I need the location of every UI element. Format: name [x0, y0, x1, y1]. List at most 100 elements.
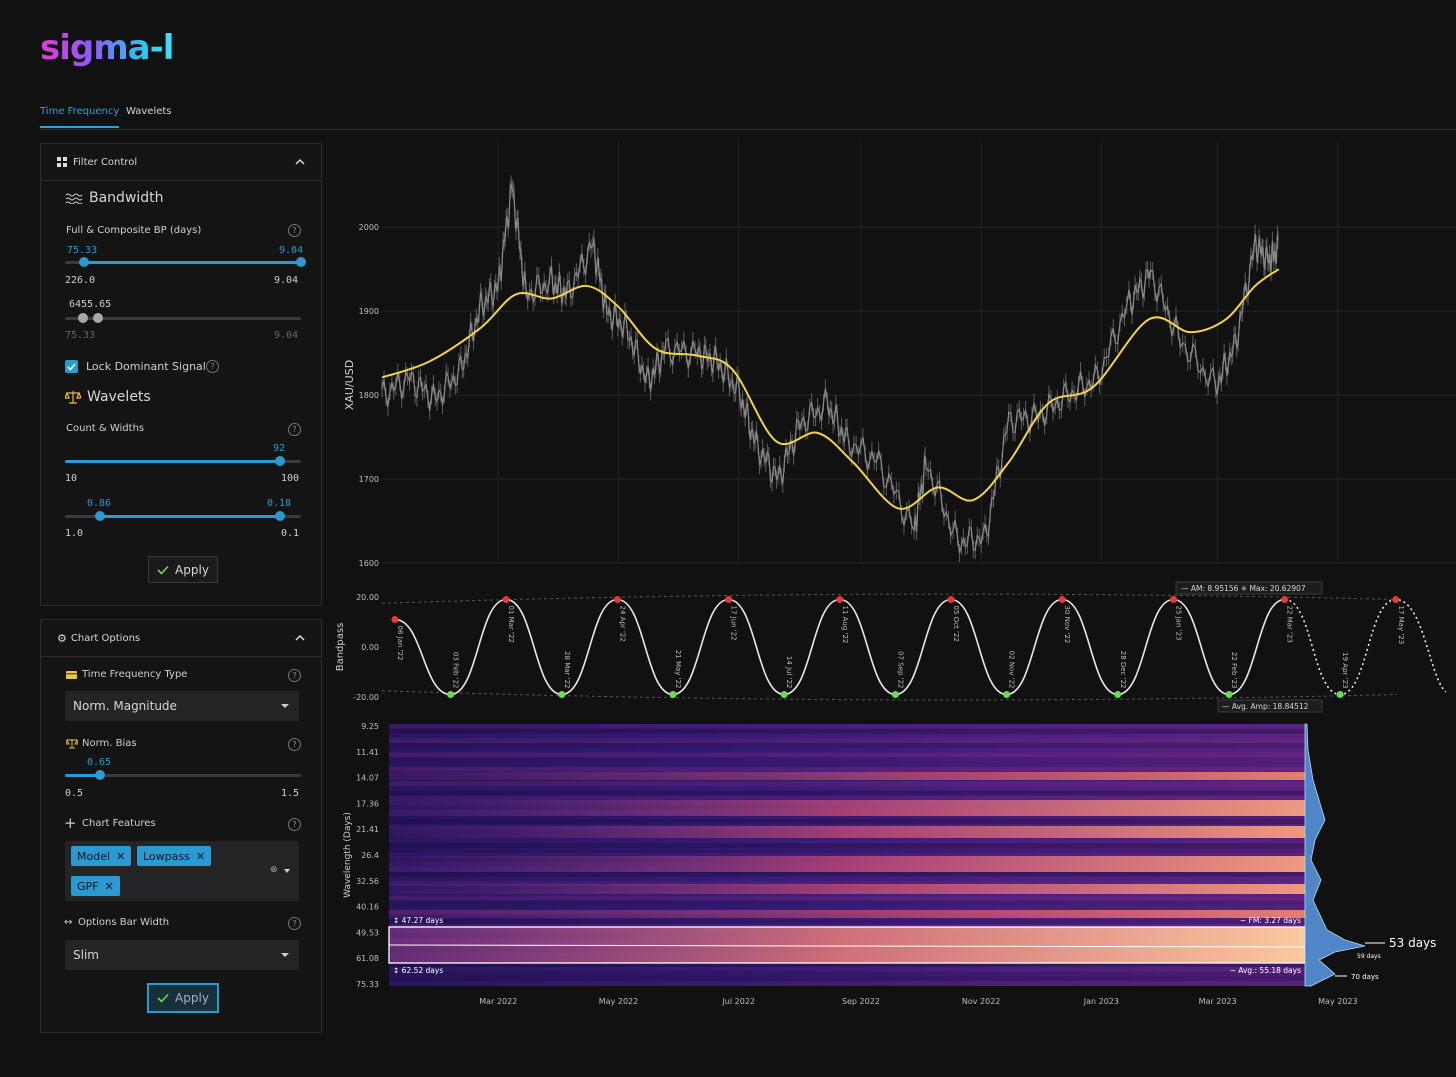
heatmap-stripe [389, 881, 1305, 886]
bandpass-tick-label: 20.00 [356, 593, 379, 602]
bp-label: Full & Composite BP (days) [66, 225, 202, 236]
close-icon[interactable]: ✕ [116, 849, 126, 863]
chevron-up-icon[interactable] [295, 634, 305, 642]
grid-icon [57, 157, 67, 167]
heatmap-ylabel: Wavelength (Days) [343, 812, 353, 898]
lowpass-line [381, 268, 1280, 510]
apply-filter-button[interactable]: Apply [148, 556, 218, 583]
bias-slider-thumb[interactable] [95, 770, 105, 780]
heatmap-stripe [389, 900, 1305, 906]
heatmap-stripe [389, 905, 1305, 910]
price-tick-label: 1700 [359, 475, 379, 484]
extreme-date-label: 25 Jan '23 [1174, 606, 1182, 641]
apply-options-button[interactable]: Apply [147, 983, 219, 1013]
widths-slider-thumb-high[interactable] [275, 511, 285, 521]
bias-slider-fill [65, 774, 100, 777]
wavelength-spectrum [1304, 723, 1366, 987]
heatmap-stripe [389, 847, 1305, 853]
help-icon[interactable]: ? [206, 360, 219, 373]
help-icon[interactable]: ? [288, 818, 301, 831]
extreme-date-label: 22 Feb '23 [1230, 652, 1238, 689]
heatmap-stripe [389, 752, 1305, 758]
heatmap-energy-band [389, 856, 1305, 872]
extreme-date-label: 17 Jun '22 [730, 606, 738, 641]
composite-slider[interactable] [65, 313, 301, 323]
close-icon[interactable]: ✕ [104, 879, 114, 893]
caret-down-icon[interactable] [284, 869, 290, 873]
chart-features-multiselect[interactable]: Model ✕ Lowpass ✕ GPF ✕ ⊗ [65, 841, 299, 901]
trough-marker [1225, 691, 1233, 698]
widths-slider-thumb-low[interactable] [95, 511, 105, 521]
heatmap-stripe [389, 738, 1305, 744]
peak-marker [502, 596, 510, 603]
secondary-cycle-label: 59 days [1357, 953, 1381, 960]
filter-control-header[interactable]: Filter Control [41, 144, 321, 181]
filter-control-panel: Filter Control Bandwidth Full & Composit… [40, 143, 322, 606]
count-widths-label: Count & Widths [66, 423, 145, 434]
close-icon[interactable]: ✕ [195, 849, 206, 863]
heatmap-xtick-label: Mar 2023 [1199, 997, 1237, 1006]
help-icon[interactable]: ? [288, 423, 301, 436]
feature-chip-model[interactable]: Model ✕ [71, 846, 132, 866]
bp-slider[interactable] [65, 257, 306, 267]
composite-thumb-high[interactable] [93, 313, 103, 323]
avg-amp-box [1217, 699, 1323, 713]
bp-high-value: 9.04 [279, 245, 304, 256]
count-slider-thumb[interactable] [275, 456, 285, 466]
chart-options-header[interactable]: ⚙ Chart Options [41, 620, 321, 657]
help-icon[interactable]: ? [288, 224, 301, 237]
heatmap-stripe [389, 967, 1305, 972]
help-icon[interactable]: ? [288, 669, 301, 682]
filter-control-title: Filter Control [73, 156, 138, 168]
wavelets-title: Wavelets [87, 389, 151, 405]
scale-icon [66, 738, 78, 749]
help-icon[interactable]: ? [288, 738, 301, 751]
check-icon [157, 993, 169, 1003]
avg-amp-annotation: — Avg. Amp: 18.84512 [1222, 702, 1309, 711]
bias-max: 1.5 [281, 788, 300, 799]
bandpass-ylabel: Bandpass [335, 623, 346, 672]
count-slider[interactable] [65, 456, 301, 466]
heatmap-stripe [389, 762, 1305, 767]
trough-marker [447, 691, 455, 698]
extreme-date-label: 05 Oct '22 [952, 606, 960, 642]
tab-time-frequency[interactable]: Time Frequency [40, 106, 120, 128]
bias-slider[interactable] [65, 770, 301, 780]
bp-slider-thumb-high[interactable] [296, 257, 306, 267]
composite-max: 9.04 [274, 330, 299, 341]
heatmap-stripe [389, 790, 1305, 796]
heatmap-ytick-label: 49.53 [356, 928, 379, 937]
widths-slider[interactable] [65, 511, 301, 521]
heatmap-xtick-label: Nov 2022 [962, 997, 1001, 1006]
tf-type-select[interactable]: Norm. Magnitude [65, 691, 299, 721]
bp-slider-thumb-low[interactable] [79, 257, 89, 267]
extreme-date-label: 07 Sep '22 [896, 651, 904, 688]
count-value: 92 [273, 443, 286, 454]
lock-label[interactable]: Lock Dominant Signal [86, 360, 206, 373]
bar-width-select[interactable]: Slim [65, 940, 299, 970]
band-upper-label: ↕ 47.27 days [393, 916, 443, 925]
chevron-up-icon[interactable] [295, 158, 305, 166]
heatmap-ytick-label: 14.07 [356, 774, 379, 783]
am-annotation-box [1175, 581, 1323, 595]
trough-marker [558, 691, 566, 698]
clear-icon[interactable]: ⊗ [270, 865, 278, 875]
extreme-date-label: 01 Mar '22 [507, 606, 515, 643]
lock-checkbox[interactable] [65, 360, 78, 373]
widths-slider-fill [100, 515, 280, 518]
tab-wavelets[interactable]: Wavelets [126, 106, 172, 117]
gear-icon: ⚙ [57, 631, 67, 645]
help-icon[interactable]: ? [288, 917, 301, 930]
bar-width-label: Options Bar Width [78, 917, 170, 928]
secondary-cycle-label: 70 days [1351, 973, 1379, 981]
price-grid: 1600 1700 1800 1900 2000 [359, 140, 1456, 568]
tf-type-value: Norm. Magnitude [73, 699, 177, 713]
wavelets-heading: Wavelets [65, 389, 151, 405]
feature-chip-gpf[interactable]: GPF ✕ [71, 876, 120, 896]
bp-slider-fill [84, 261, 301, 264]
composite-thumb-low[interactable] [78, 313, 88, 323]
chart-area[interactable]: XAU/USD Bandpass Wavelength (Days) 16001… [330, 140, 1456, 1077]
bandpass-envelope-upper [381, 593, 1398, 604]
feature-chip-lowpass[interactable]: Lowpass ✕ [137, 846, 212, 866]
norm-bias-label: Norm. Bias [82, 738, 137, 749]
